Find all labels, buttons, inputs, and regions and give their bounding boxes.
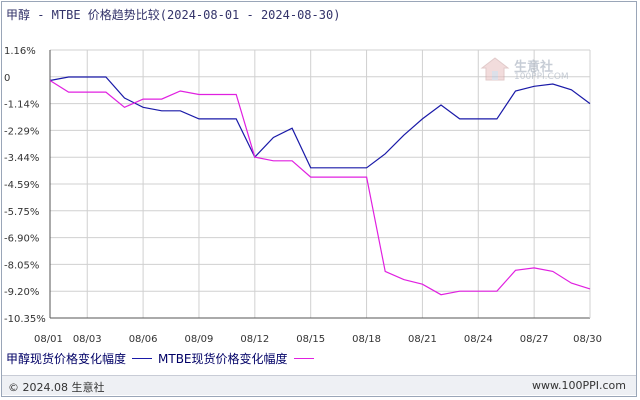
y-tick-label: -8.05%	[4, 260, 39, 271]
x-tick-label: 08/03	[73, 334, 102, 345]
footer-copyright: © 2024.08 生意社	[8, 381, 105, 394]
y-tick-label: -6.90%	[4, 234, 39, 245]
footer-bar: © 2024.08 生意社 www.100PPI.com	[2, 375, 636, 395]
legend-label-methanol: 甲醇现货价格变化幅度	[6, 351, 127, 366]
watermark-url: 100PPI.COM	[514, 72, 569, 82]
footer-url: www.100PPI.com	[532, 379, 626, 392]
x-tick-label: 08/01	[34, 334, 63, 345]
watermark-logo: 生意社 100PPI.COM	[480, 56, 576, 86]
series-line-mtbe	[49, 79, 591, 296]
x-tick-label: 08/15	[296, 334, 325, 345]
x-tick-label: 08/30	[573, 334, 602, 345]
series-line-methanol	[49, 76, 591, 169]
y-tick-label: -2.29%	[4, 126, 39, 137]
house-logo-icon	[480, 57, 510, 81]
legend-swatch-mtbe	[293, 357, 314, 359]
y-tick-label: 1.16%	[4, 46, 36, 57]
x-tick-label: 08/24	[464, 334, 493, 345]
y-tick-label: -5.75%	[4, 207, 39, 218]
legend-swatch-methanol	[132, 357, 153, 359]
x-tick-label: 08/12	[240, 334, 269, 345]
x-tick-label: 08/18	[352, 334, 381, 345]
chart-legend: 甲醇现货价格变化幅度 MTBE现货价格变化幅度	[6, 350, 320, 366]
x-tick-label: 08/27	[520, 334, 549, 345]
y-tick-label: -4.59%	[4, 180, 39, 191]
x-tick-label: 08/06	[129, 334, 158, 345]
y-tick-label: -9.20%	[4, 287, 39, 298]
legend-item-mtbe: MTBE现货价格变化幅度	[158, 350, 314, 367]
y-tick-label: -1.14%	[4, 100, 39, 111]
x-tick-label: 08/09	[185, 334, 214, 345]
legend-item-methanol: 甲醇现货价格变化幅度	[6, 350, 153, 367]
chart-title: 甲醇 - MTBE 价格趋势比较(2024-08-01 - 2024-08-30…	[6, 8, 341, 22]
legend-label-mtbe: MTBE现货价格变化幅度	[158, 351, 288, 366]
y-tick-label: -3.44%	[4, 153, 39, 164]
y-tick-label: 0	[4, 73, 10, 84]
watermark-name: 生意社	[514, 60, 554, 75]
x-tick-label: 08/21	[408, 334, 437, 345]
y-tick-label: -10.35%	[4, 314, 46, 325]
